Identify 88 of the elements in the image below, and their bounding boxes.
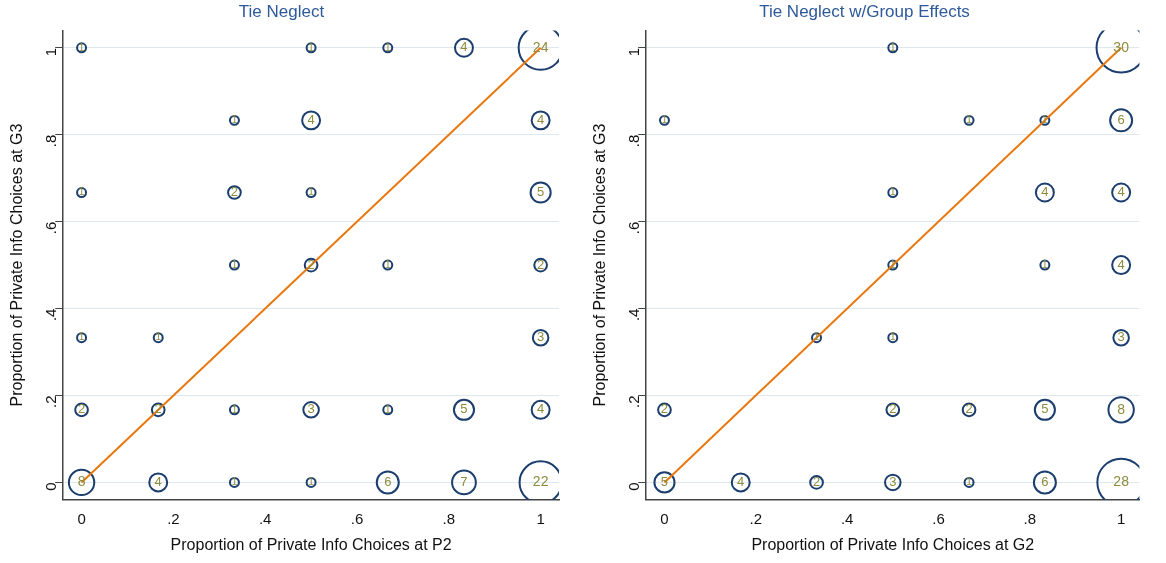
data-label: 1 — [813, 331, 820, 343]
x-tick-label: .6 — [932, 509, 945, 527]
data-label: 1 — [308, 41, 315, 53]
data-label: 2 — [537, 256, 545, 272]
data-label: 1 — [384, 403, 391, 415]
data-label: 5 — [1041, 401, 1049, 417]
data-label: 3 — [307, 401, 315, 417]
y-tick-label: .4 — [42, 308, 60, 322]
data-label: 1 — [890, 258, 897, 270]
data-label: 1 — [308, 476, 315, 488]
data-label: 1 — [231, 114, 238, 126]
data-label: 4 — [537, 401, 545, 417]
data-label: 8 — [1117, 400, 1126, 417]
data-label: 2 — [812, 473, 821, 489]
data-label: 1 — [890, 186, 897, 198]
data-label: 28 — [1113, 473, 1130, 490]
x-tick-label: 0 — [660, 509, 669, 527]
chart-title: Tie Neglect — [238, 1, 325, 21]
x-tick-label: 1 — [536, 509, 545, 527]
y-tick-label: .6 — [42, 221, 60, 235]
y-tick-label: .8 — [625, 134, 643, 148]
data-label: 5 — [460, 401, 468, 417]
data-label: 3 — [889, 473, 897, 489]
data-label: 1 — [966, 114, 973, 126]
x-axis-title: Proportion of Private Info Choices at P2 — [170, 535, 452, 553]
data-label: 2 — [965, 401, 973, 417]
chart-title: Tie Neglect w/Group Effects — [759, 1, 970, 21]
x-tick-label: .8 — [1023, 509, 1037, 527]
y-tick-label: .6 — [625, 221, 643, 235]
x-tick-label: .2 — [167, 509, 180, 527]
x-tick-label: .4 — [840, 509, 854, 527]
data-label: 1 — [308, 186, 315, 198]
x-axis-title: Proportion of Private Info Choices at G2 — [751, 535, 1035, 553]
data-label: 30 — [1113, 38, 1130, 55]
data-label: 4 — [537, 111, 545, 127]
y-tick-label: 1 — [42, 47, 60, 57]
data-label: 5 — [660, 473, 669, 489]
data-label: 1 — [78, 186, 85, 198]
data-label: 4 — [1041, 184, 1049, 200]
data-label: 2 — [77, 401, 86, 417]
data-label: 3 — [537, 329, 545, 345]
y-tick-label: .8 — [42, 134, 60, 148]
data-label: 4 — [737, 473, 745, 489]
data-label: 2 — [230, 184, 239, 200]
data-label: 4 — [154, 473, 162, 489]
data-label: 2 — [660, 401, 669, 417]
x-tick-label: .2 — [749, 509, 763, 527]
data-label: 4 — [1117, 256, 1125, 272]
x-tick-label: .4 — [258, 509, 272, 527]
y-axis-title: Proportion of Private Info Choices at G3 — [8, 123, 26, 407]
data-label: 1 — [231, 258, 238, 270]
data-label: 4 — [307, 111, 315, 127]
y-tick-label: .4 — [625, 308, 643, 322]
x-tick-label: .8 — [442, 509, 456, 527]
data-label: 8 — [77, 473, 86, 490]
data-label: 1 — [966, 476, 973, 488]
data-label: 5 — [537, 184, 545, 200]
data-label: 1 — [155, 331, 162, 343]
data-label: 4 — [460, 39, 468, 55]
data-label: 1 — [231, 403, 238, 415]
data-label: 1 — [661, 114, 668, 126]
data-label: 1 — [78, 331, 85, 343]
data-label: 1 — [890, 331, 897, 343]
y-tick-label: .2 — [625, 395, 643, 408]
y-axis-title: Proportion of Private Info Choices at G3 — [591, 123, 609, 407]
data-label: 1 — [1042, 258, 1049, 270]
x-tick-label: .6 — [350, 509, 364, 527]
data-label: 6 — [1041, 473, 1049, 489]
x-tick-label: 0 — [77, 509, 86, 527]
data-label: 1 — [231, 476, 238, 488]
y-tick-label: 0 — [625, 482, 643, 491]
y-tick-label: 1 — [625, 47, 643, 57]
data-label: 24 — [532, 38, 549, 55]
y-tick-label: .2 — [42, 395, 60, 408]
data-label: 1 — [78, 41, 85, 53]
data-label: 7 — [460, 473, 468, 489]
data-label: 6 — [1117, 111, 1125, 127]
data-label: 1 — [1042, 114, 1049, 126]
x-tick-label: 1 — [1116, 509, 1126, 527]
data-label: 6 — [384, 473, 392, 489]
data-label: 1 — [890, 41, 897, 53]
data-label: 1 — [384, 258, 391, 270]
data-label: 1 — [384, 41, 391, 53]
y-tick-label: 0 — [42, 482, 60, 491]
data-label: 3 — [1117, 329, 1125, 345]
data-label: 4 — [1117, 184, 1125, 200]
data-label: 22 — [532, 473, 549, 490]
data-label: 2 — [889, 401, 897, 417]
